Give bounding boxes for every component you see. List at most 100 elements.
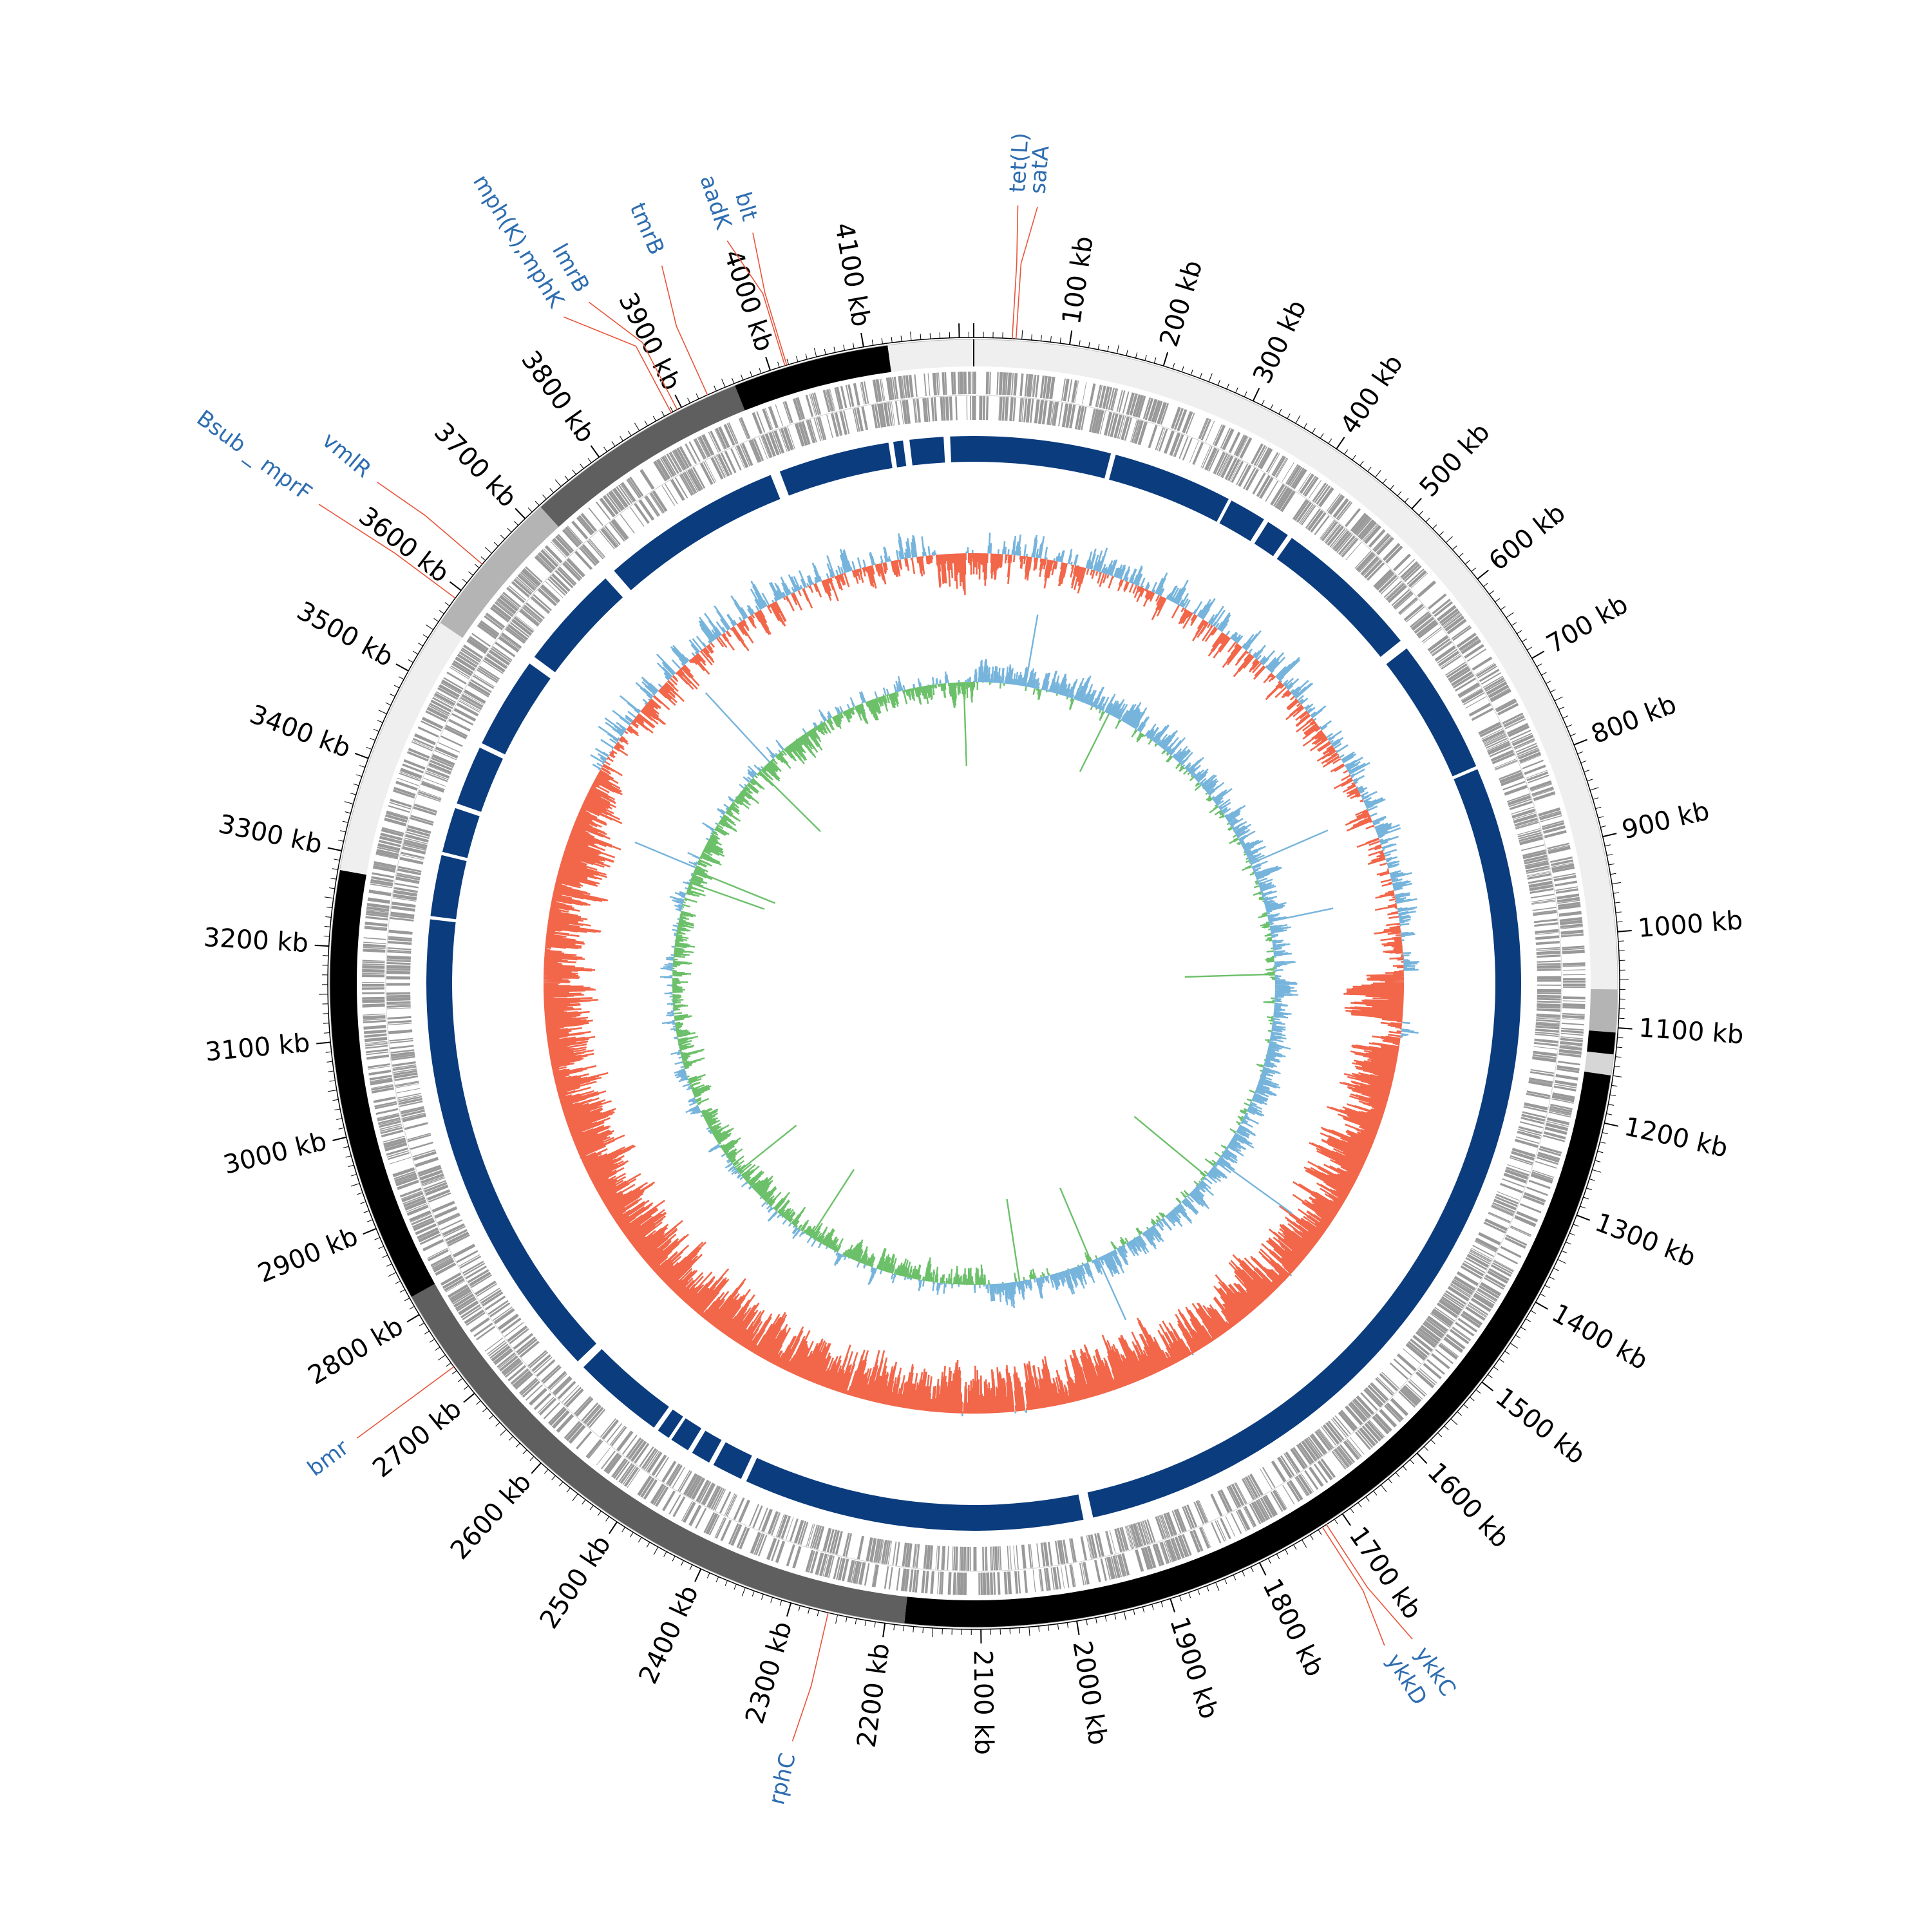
- cds-feature: [1387, 584, 1407, 603]
- cds-feature: [511, 618, 533, 636]
- cds-feature: [493, 1348, 513, 1364]
- cds-feature: [1091, 409, 1099, 433]
- cds-feature: [841, 1558, 849, 1582]
- cds-feature: [655, 1486, 669, 1507]
- cds-feature: [1119, 1527, 1128, 1551]
- minor-tick: [1114, 1613, 1117, 1620]
- cds-feature: [389, 1039, 413, 1044]
- cds-feature: [425, 1184, 449, 1196]
- cds-feature: [991, 1546, 994, 1571]
- minor-tick: [835, 1615, 838, 1624]
- cds-feature: [831, 1530, 840, 1554]
- minor-tick: [572, 469, 576, 475]
- gene-leader-line: [1015, 206, 1038, 339]
- cds-feature: [1245, 468, 1259, 491]
- cds-feature: [806, 420, 814, 444]
- gc-content-plot: [543, 532, 1419, 1417]
- cds-feature: [715, 1517, 727, 1539]
- minor-tick: [351, 1173, 357, 1177]
- cds-feature: [1535, 1031, 1559, 1036]
- cds-feature: [1151, 400, 1161, 422]
- cds-feature: [387, 947, 412, 951]
- cds-feature: [455, 1296, 476, 1311]
- cds-feature: [368, 889, 392, 896]
- cds-feature: [1401, 1387, 1420, 1404]
- cds-feature: [365, 916, 388, 921]
- major-tick: [860, 332, 864, 347]
- minor-tick: [621, 1527, 626, 1533]
- cds-feature: [1485, 737, 1508, 749]
- cds-feature: [549, 576, 568, 594]
- cds-feature: [1157, 401, 1167, 424]
- cds-feature: [500, 1318, 522, 1334]
- cds-feature: [565, 1388, 584, 1408]
- cds-feature: [422, 1177, 445, 1187]
- cds-feature: [453, 1244, 476, 1258]
- cds-feature: [1554, 1083, 1577, 1089]
- cds-feature: [571, 520, 589, 540]
- cds-feature: [387, 949, 412, 952]
- cds-feature: [1065, 404, 1073, 428]
- cds-feature: [1067, 379, 1073, 402]
- minor-tick: [1423, 1446, 1428, 1451]
- cds-feature: [431, 1256, 452, 1268]
- minor-tick: [395, 1280, 401, 1284]
- cds-feature: [440, 682, 461, 694]
- minor-tick: [327, 1090, 337, 1092]
- cds-feature: [580, 513, 598, 532]
- cds-feature: [661, 485, 676, 506]
- cds-feature: [691, 1477, 706, 1500]
- cds-feature: [1280, 490, 1296, 513]
- cds-feature: [375, 851, 399, 859]
- cds-feature: [1179, 436, 1189, 459]
- cds-feature: [630, 1441, 647, 1462]
- cds-feature: [989, 1572, 994, 1595]
- cds-feature: [1546, 1121, 1569, 1128]
- cds-feature: [927, 397, 931, 422]
- cds-feature: [1452, 1327, 1471, 1341]
- cds-feature: [362, 965, 385, 969]
- cds-feature: [381, 1130, 404, 1138]
- cds-feature: [1524, 857, 1548, 865]
- cds-feature: [1523, 855, 1548, 862]
- cds-feature: [1504, 1168, 1529, 1180]
- cds-feature: [1137, 1522, 1147, 1546]
- cds-feature: [1144, 1546, 1153, 1569]
- cds-feature: [1396, 1353, 1417, 1372]
- cds-feature: [1531, 900, 1556, 905]
- cds-feature: [1528, 880, 1553, 888]
- cds-feature: [367, 897, 391, 904]
- cds-feature: [464, 1309, 485, 1325]
- cds-feature: [1562, 987, 1586, 989]
- cds-feature: [982, 1546, 985, 1571]
- cds-feature: [907, 1543, 913, 1567]
- cds-feature: [1489, 746, 1512, 757]
- cds-feature: [1437, 649, 1457, 664]
- minor-tick: [1190, 369, 1193, 375]
- cds-feature: [1169, 432, 1181, 457]
- cds-feature: [520, 571, 538, 588]
- cds-feature: [1192, 442, 1204, 465]
- cds-feature: [448, 1234, 470, 1247]
- cds-feature: [626, 478, 640, 498]
- cds-feature: [815, 1552, 824, 1575]
- cds-feature: [1299, 473, 1314, 494]
- cds-feature: [1495, 761, 1518, 771]
- cds-feature: [900, 401, 904, 424]
- minor-tick: [824, 348, 826, 355]
- gene-leader-line: [377, 481, 483, 565]
- cds-feature: [1484, 1274, 1506, 1288]
- minor-tick: [1302, 1539, 1307, 1548]
- cds-feature: [1557, 893, 1580, 900]
- cds-feature: [620, 1464, 635, 1484]
- contig-segment: [411, 1283, 907, 1624]
- tick-label: 1300 kb: [1591, 1208, 1700, 1273]
- cds-feature: [1322, 1424, 1340, 1445]
- minor-tick: [777, 361, 780, 368]
- cds-feature: [370, 883, 393, 889]
- cds-feature: [758, 1508, 768, 1531]
- cds-feature: [1484, 734, 1506, 746]
- cds-feature: [1560, 1041, 1583, 1046]
- cds-feature: [835, 412, 843, 436]
- cds-feature: [741, 442, 753, 466]
